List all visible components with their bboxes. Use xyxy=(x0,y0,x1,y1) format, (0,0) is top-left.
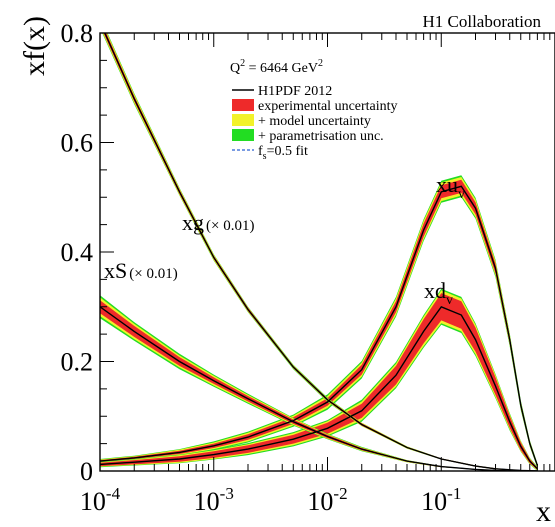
legend-q2: Q2 = 6464 GeV2 xyxy=(230,58,323,76)
x-tick-label: 10-2 xyxy=(307,484,347,516)
curve-label-xS: xS (× 0.01) xyxy=(104,258,178,283)
central-line-xdv xyxy=(100,305,538,470)
x-tick-label: 10-4 xyxy=(80,484,121,516)
central-line-xg xyxy=(104,33,538,471)
band-exp-xdv xyxy=(100,293,538,470)
y-tick-label: 0.8 xyxy=(61,19,94,48)
axis-tick-labels: 10-4 10-3 10-2 10-1 0 0.2 0.4 0.6 0.8 xyxy=(61,19,462,516)
central-line-xuv xyxy=(100,185,539,466)
legend-label-model: + model uncertainty xyxy=(258,114,371,129)
curve-label-xdv: xdv xyxy=(424,278,453,308)
legend-swatch-param xyxy=(232,129,254,141)
y-axis-label: xf(x) xyxy=(18,16,51,76)
legend-label-fs: fs=0.5 fit xyxy=(258,144,308,162)
legend-swatch-exp xyxy=(232,99,254,111)
x-tick-label: 10-3 xyxy=(194,484,234,516)
x-tick-label: 10-1 xyxy=(421,484,461,516)
curve-label-xuv: xuv xyxy=(436,172,465,202)
y-tick-label: 0.2 xyxy=(61,348,94,377)
legend-label-central: H1PDF 2012 xyxy=(258,84,332,99)
uncertainty-bands xyxy=(100,33,538,471)
band-exp-xuv xyxy=(100,179,538,467)
legend-label-param: + parametrisation unc. xyxy=(258,129,384,144)
curve-label-xg: xg (× 0.01) xyxy=(182,210,254,235)
central-curves xyxy=(100,33,539,471)
y-tick-label: 0.4 xyxy=(61,238,94,267)
collaboration-label: H1 Collaboration xyxy=(422,12,541,31)
curve-labels: xuv xdv xg (× 0.01)xS (× 0.01) xyxy=(104,172,465,308)
legend-swatch-model xyxy=(232,114,254,126)
y-tick-label: 0 xyxy=(80,457,93,486)
axis-ticks xyxy=(99,32,555,472)
x-axis-label: x xyxy=(536,495,551,522)
legend-label-exp: experimental uncertainty xyxy=(258,99,398,114)
y-tick-label: 0.6 xyxy=(61,129,94,158)
